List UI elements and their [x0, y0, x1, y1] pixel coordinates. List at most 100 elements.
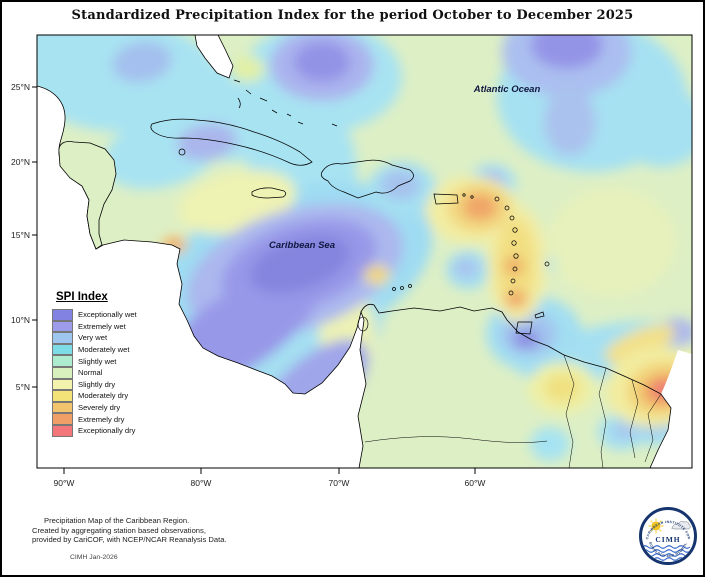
legend-item-label: Normal: [78, 368, 103, 378]
cimh-logo: CIMH CARIBBEAN INSTITUTE FOR METEOROLOGY…: [639, 507, 697, 565]
island-cuba: [150, 118, 313, 166]
legend-color-swatch: [52, 343, 73, 356]
lon-tick-label: 80°W: [191, 478, 212, 488]
spi-blob: [547, 187, 677, 297]
islands-bahamas: [233, 79, 338, 127]
map-frame: [36, 34, 693, 469]
legend-item-label: Extremely wet: [78, 321, 126, 331]
legend-color-swatch: [52, 390, 73, 402]
lat-tick-label: 5°N: [16, 382, 30, 392]
lat-tick-label: 20°N: [11, 157, 30, 167]
cloud-icon: [671, 521, 691, 530]
legend-item-label: Slightly dry: [78, 379, 116, 389]
spi-blob: [504, 256, 524, 276]
legend-item: Slightly dry: [52, 378, 182, 391]
legend-color-swatch: [52, 413, 73, 425]
sun-icon: [648, 518, 664, 534]
spi-blob: [613, 423, 635, 439]
lat-tick-label: 15°N: [11, 230, 30, 240]
legend-item-label: Very wet: [78, 333, 108, 343]
spi-blob: [37, 35, 112, 75]
spi-blob: [604, 324, 676, 364]
legend-item: Slightly wet: [52, 355, 182, 367]
island-hispaniola: [320, 159, 414, 199]
spi-blob: [112, 41, 172, 83]
legend-item-label: Exceptionally wet: [78, 310, 137, 320]
spi-blob: [531, 35, 603, 69]
land-yucatan: [58, 141, 117, 250]
legend-item: Exceptionally wet: [52, 309, 182, 321]
spi-blob: [463, 194, 497, 220]
lake-maracaibo: [357, 316, 369, 332]
coastline-south-america: [360, 303, 672, 468]
spi-blob: [530, 427, 570, 461]
caribbean-sea-label: Caribbean Sea: [269, 240, 335, 251]
legend-item: Exceptionally dry: [52, 424, 182, 437]
islands-lesser-antilles: [462, 193, 550, 296]
longitude-axis: 90°W 80°W 70°W 60°W: [54, 468, 486, 488]
legend-color-swatch: [52, 366, 73, 379]
map-field: Atlantic Ocean Caribbean Sea: [37, 35, 692, 468]
spi-blob: [513, 330, 539, 348]
credit-line-2: Created by aggregating station based obs…: [32, 525, 206, 535]
legend-item: Normal: [52, 366, 182, 379]
legend-rows: Exceptionally wet Extremely wet Very wet Mo…: [52, 309, 182, 437]
legend-color-swatch: [52, 401, 73, 414]
issuer-stamp: CIMH Jan-2026: [70, 554, 118, 561]
spi-blob: [371, 269, 383, 279]
atlantic-ocean-label: Atlantic Ocean: [473, 84, 541, 95]
lon-tick-label: 60°W: [465, 478, 486, 488]
spi-blob: [544, 374, 580, 402]
spi-blob: [249, 234, 351, 294]
legend-item-label: Severely dry: [78, 403, 121, 413]
spi-blob: [617, 87, 692, 167]
spi-blob: [294, 42, 350, 82]
legend-color-swatch: [52, 355, 73, 367]
spi-blob: [229, 56, 265, 82]
legend-color-swatch: [52, 424, 73, 437]
island-trinidad: [515, 321, 533, 335]
land-florida: [194, 35, 234, 79]
legend-item: Severely dry: [52, 401, 182, 414]
legend-item-label: Moderately wet: [78, 345, 130, 355]
spi-blob: [177, 123, 237, 161]
legend-item: Moderately wet: [52, 343, 182, 356]
island-tobago: [534, 311, 545, 319]
map-credits: Precipitation Map of the Caribbean Regio…: [32, 516, 227, 545]
legend-item-label: Slightly wet: [78, 356, 117, 366]
spi-blob: [454, 258, 478, 278]
spi-legend: SPI Index Exceptionally wet Extremely wet…: [52, 291, 182, 437]
lon-tick-label: 90°W: [54, 478, 75, 488]
latitude-axis: 25°N 20°N 15°N 10°N 5°N: [11, 82, 37, 392]
island-isle-of-youth: [178, 148, 186, 156]
country-borders: [364, 354, 662, 468]
legend-item-label: Moderately dry: [78, 391, 129, 401]
lon-tick-label: 70°W: [329, 478, 350, 488]
legend-item: Extremely dry: [52, 413, 182, 425]
credit-line-3: provided by CariCOF, with NCEP/NCAR Rean…: [32, 535, 227, 545]
legend-item: Moderately dry: [52, 390, 182, 402]
page-title: Standardized Precipitation Index for the…: [71, 8, 634, 23]
credit-line-1: Precipitation Map of the Caribbean Regio…: [44, 516, 190, 525]
logo-water: [642, 545, 694, 562]
legend-color-swatch: [52, 378, 73, 391]
legend-item-label: Exceptionally dry: [78, 426, 136, 436]
lat-tick-label: 10°N: [11, 315, 30, 325]
legend-color-swatch: [52, 320, 73, 333]
legend-item-label: Extremely dry: [78, 414, 125, 424]
island-jamaica: [251, 187, 287, 199]
island-puerto-rico: [433, 193, 459, 205]
island-outlines: [150, 79, 550, 335]
legend-item: Extremely wet: [52, 320, 182, 333]
islands-abc: [392, 284, 412, 291]
spi-blob: [544, 88, 596, 156]
legend-item: Very wet: [52, 332, 182, 344]
legend-title: SPI Index: [56, 291, 108, 303]
legend-color-swatch: [52, 309, 73, 321]
lat-tick-label: 25°N: [11, 82, 30, 92]
spi-blob: [505, 290, 527, 308]
legend-color-swatch: [52, 332, 73, 344]
logo-acronym: CIMH: [655, 535, 680, 544]
